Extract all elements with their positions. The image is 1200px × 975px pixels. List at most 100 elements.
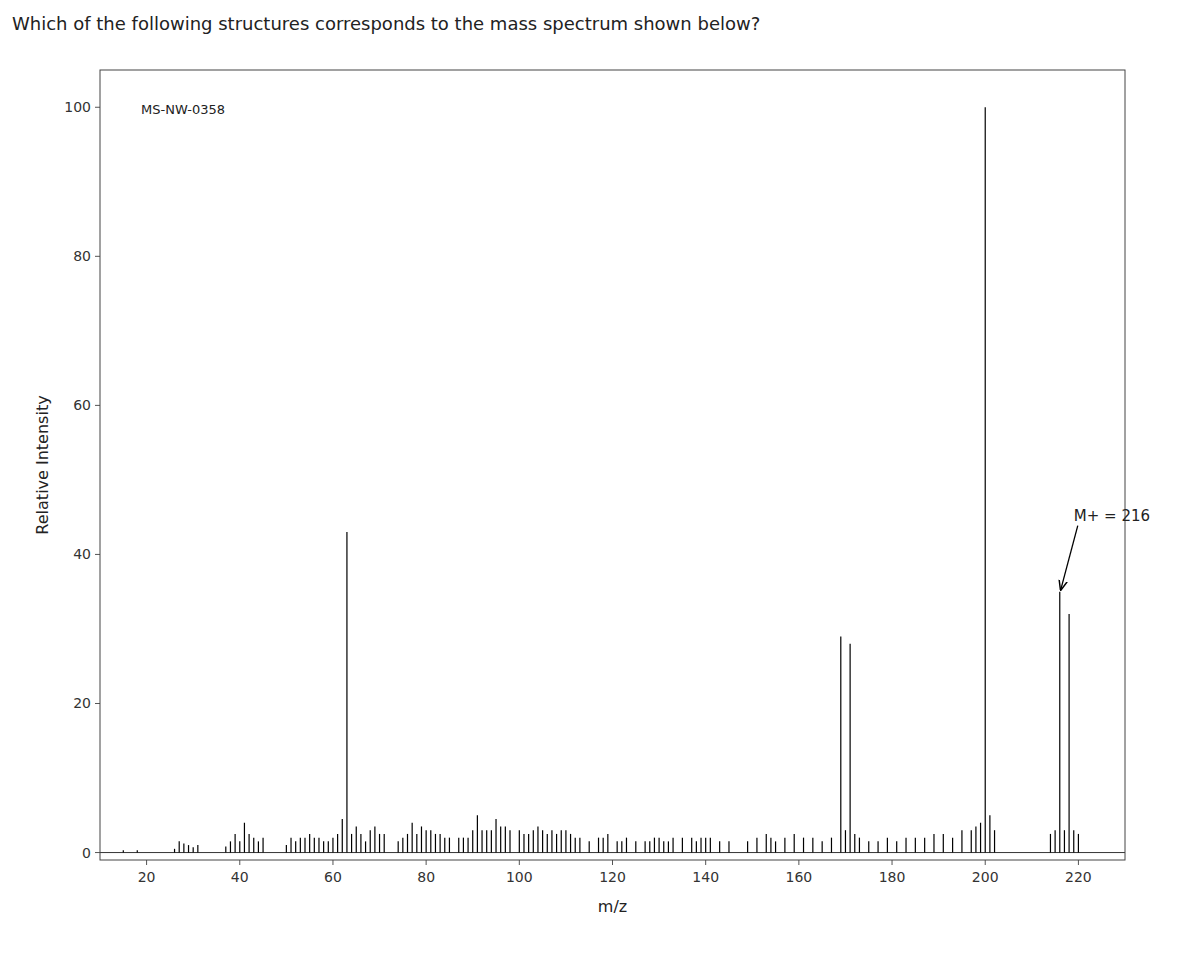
- peak: [300, 838, 301, 853]
- peak: [896, 841, 897, 852]
- x-tick-label: 40: [231, 869, 249, 885]
- peak: [556, 834, 557, 853]
- y-tick: [95, 107, 100, 108]
- peak: [854, 834, 855, 853]
- x-tick: [426, 860, 427, 865]
- peak: [435, 834, 436, 853]
- peak: [402, 838, 403, 853]
- peak: [351, 834, 352, 853]
- chart: Which of the following structures corres…: [0, 0, 1200, 975]
- peak: [971, 830, 972, 852]
- x-tick-label: 200: [972, 869, 999, 885]
- peak: [868, 841, 869, 852]
- x-tick-label: 120: [599, 869, 626, 885]
- x-tick: [612, 860, 613, 865]
- peak: [915, 838, 916, 853]
- peak: [728, 841, 729, 852]
- peak: [505, 826, 506, 852]
- y-tick: [95, 554, 100, 555]
- x-tick-label: 60: [324, 869, 342, 885]
- peak: [1055, 830, 1056, 852]
- x-tick: [1078, 860, 1079, 865]
- peak: [803, 838, 804, 853]
- x-tick-label: 140: [692, 869, 719, 885]
- peak: [379, 834, 380, 853]
- peak: [579, 838, 580, 853]
- peak: [598, 838, 599, 853]
- peak: [444, 838, 445, 853]
- peak: [426, 830, 427, 852]
- peak: [668, 841, 669, 852]
- peak: [770, 838, 771, 853]
- peak: [374, 826, 375, 852]
- y-tick-label: 0: [82, 845, 91, 861]
- peak: [859, 838, 860, 853]
- peak: [500, 826, 501, 852]
- peak: [290, 838, 291, 853]
- x-tick-label: 180: [879, 869, 906, 885]
- peak: [463, 838, 464, 853]
- y-tick-label: 60: [73, 397, 91, 413]
- x-tick: [239, 860, 240, 865]
- peak: [924, 838, 925, 853]
- peak: [952, 838, 953, 853]
- y-tick: [95, 703, 100, 704]
- peak: [248, 834, 249, 853]
- peak: [533, 830, 534, 852]
- peak: [398, 841, 399, 852]
- peak: [635, 841, 636, 852]
- title: Which of the following structures corres…: [12, 13, 760, 34]
- peak: [519, 830, 520, 852]
- spectrum-label: MS-NW-0358: [141, 102, 225, 117]
- peak: [570, 834, 571, 853]
- peak: [1078, 834, 1079, 853]
- peak: [430, 830, 431, 852]
- peak: [700, 838, 701, 853]
- peak: [551, 830, 552, 852]
- peak: [649, 841, 650, 852]
- background: [0, 0, 1200, 975]
- peak: [975, 826, 976, 852]
- x-tick: [332, 860, 333, 865]
- y-tick: [95, 852, 100, 853]
- peak: [458, 838, 459, 853]
- peak: [1050, 834, 1051, 853]
- peak: [370, 830, 371, 852]
- peak: [607, 834, 608, 853]
- peak: [346, 532, 347, 852]
- peak: [244, 823, 245, 853]
- peak: [323, 841, 324, 852]
- x-tick: [705, 860, 706, 865]
- peak: [230, 841, 231, 852]
- peak: [547, 834, 548, 853]
- peak: [705, 838, 706, 853]
- peak: [477, 815, 478, 852]
- peak: [523, 834, 524, 853]
- peak: [407, 834, 408, 853]
- peak: [1059, 592, 1060, 853]
- axes: 2040608010012014016018020022002040608010…: [64, 99, 1092, 885]
- peak: [528, 834, 529, 853]
- peak: [561, 830, 562, 852]
- peak: [486, 830, 487, 852]
- peak: [775, 841, 776, 852]
- peak: [467, 838, 468, 853]
- peak: [481, 830, 482, 852]
- peak: [337, 834, 338, 853]
- plot-frame: [100, 70, 1125, 860]
- peak: [193, 847, 194, 852]
- peak: [235, 834, 236, 853]
- peak: [794, 834, 795, 853]
- x-tick: [892, 860, 893, 865]
- x-tick-label: 220: [1065, 869, 1092, 885]
- peak: [672, 838, 673, 853]
- peak: [197, 845, 198, 852]
- peak: [253, 838, 254, 853]
- y-tick: [95, 256, 100, 257]
- peak: [877, 841, 878, 852]
- x-tick-label: 160: [785, 869, 812, 885]
- peak: [421, 826, 422, 852]
- peaks: [100, 107, 1125, 852]
- peak: [342, 819, 343, 853]
- x-tick-label: 80: [417, 869, 435, 885]
